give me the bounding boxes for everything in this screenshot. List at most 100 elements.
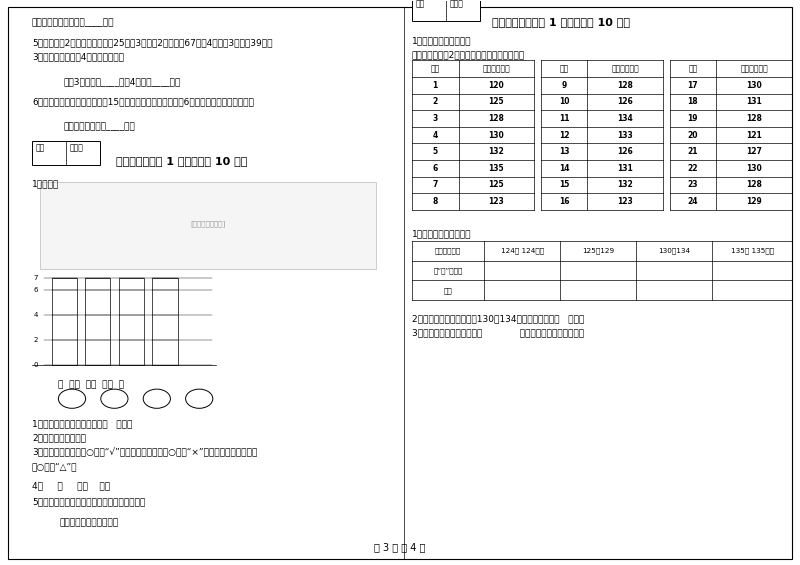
Text: 十一、附加题（共 1 大题，共计 10 分）: 十一、附加题（共 1 大题，共计 10 分） xyxy=(492,17,630,27)
Text: 2: 2 xyxy=(433,98,438,106)
Text: 身高（厘米）: 身高（厘米） xyxy=(482,64,510,73)
Text: 17: 17 xyxy=(687,81,698,90)
Text: 132: 132 xyxy=(618,180,633,189)
Text: 1、数一数，把数的结果填在（   ）内。: 1、数一数，把数的结果填在（ ）内。 xyxy=(32,420,132,429)
Text: 答：两天一共看了____页。: 答：两天一共看了____页。 xyxy=(64,123,136,132)
Text: 身高（厘米）: 身高（厘米） xyxy=(611,64,639,73)
Text: 0: 0 xyxy=(33,362,38,368)
Text: 126: 126 xyxy=(618,147,633,157)
Text: 3、哪样东西最多，在○内画“√”；哪样东西最少，在○内画“×”；哪两样东西一样多，: 3、哪样东西最多，在○内画“√”；哪样东西最少，在○内画“×”；哪两样东西一样多… xyxy=(32,447,258,457)
Bar xyxy=(118,277,144,365)
Text: 3、二年级一班女生身高在（             ）厘米范围内的人数最多。: 3、二年级一班女生身高在（ ）厘米范围内的人数最多。 xyxy=(412,328,584,337)
Text: 画“正”字统计: 画“正”字统计 xyxy=(434,267,462,274)
Text: 12: 12 xyxy=(559,131,570,140)
Text: 15: 15 xyxy=(559,180,570,189)
Text: 4: 4 xyxy=(433,131,438,140)
Text: 人数: 人数 xyxy=(444,287,453,293)
Text: 123: 123 xyxy=(618,197,633,206)
Text: 得分: 得分 xyxy=(35,144,45,153)
Text: 126: 126 xyxy=(618,98,633,106)
Text: 1、统计。: 1、统计。 xyxy=(32,179,59,188)
Text: 评卷人: 评卷人 xyxy=(450,0,463,8)
Text: 131: 131 xyxy=(746,98,762,106)
Circle shape xyxy=(101,389,128,408)
Text: 2、在方格内涂一涂。: 2、在方格内涂一涂。 xyxy=(32,434,86,442)
Text: 1: 1 xyxy=(433,81,438,90)
Text: 120: 120 xyxy=(489,81,504,90)
Text: 答：一共有熊猫和猴子____只。: 答：一共有熊猫和猴子____只。 xyxy=(32,18,114,27)
Text: 135: 135 xyxy=(489,164,504,173)
Text: 16: 16 xyxy=(559,197,570,206)
Text: 131: 131 xyxy=(618,164,633,173)
Text: 10: 10 xyxy=(559,98,570,106)
Text: 121: 121 xyxy=(746,131,762,140)
Text: 128: 128 xyxy=(618,81,633,90)
Text: 5、你还能想出一个数学问题吗？请列式计算。: 5、你还能想出一个数学问题吗？请列式计算。 xyxy=(32,497,146,506)
Text: 130: 130 xyxy=(489,131,504,140)
Text: 18: 18 xyxy=(687,98,698,106)
Text: 23: 23 xyxy=(688,180,698,189)
Text: 2: 2 xyxy=(34,337,38,343)
Text: 128: 128 xyxy=(746,114,762,123)
Text: 135及 135以上: 135及 135以上 xyxy=(730,247,774,254)
Bar xyxy=(40,182,376,269)
Text: 19: 19 xyxy=(688,114,698,123)
Text: 第 3 页 共 4 页: 第 3 页 共 4 页 xyxy=(374,542,426,553)
Text: 125～129: 125～129 xyxy=(582,247,614,254)
Text: 评卷人: 评卷人 xyxy=(70,144,83,153)
Text: 1、完成下面的统计表。: 1、完成下面的统计表。 xyxy=(412,229,471,238)
Text: 125: 125 xyxy=(489,180,504,189)
Text: （  ）（  ）（  ）（  ）: （ ）（ ）（ ）（ ） xyxy=(58,380,123,389)
Text: 3年级订了多少份？4年级订多少份？: 3年级订了多少份？4年级订多少份？ xyxy=(32,52,124,61)
Text: 身高（厘米）: 身高（厘米） xyxy=(435,247,462,254)
Text: 128: 128 xyxy=(489,114,504,123)
Bar xyxy=(412,0,480,21)
Text: 5．实验小学2年级订《数学报》25份，3年级比2年级多订67份，4年级比3年级少39份，: 5．实验小学2年级订《数学报》25份，3年级比2年级多订67份，4年级比3年级少… xyxy=(32,38,273,47)
Bar xyxy=(51,277,77,365)
Text: 13: 13 xyxy=(559,147,570,157)
Text: 7: 7 xyxy=(33,275,38,280)
Text: 6: 6 xyxy=(33,287,38,293)
Circle shape xyxy=(186,389,213,408)
Text: 在○内画“△”。: 在○内画“△”。 xyxy=(32,462,78,471)
Text: 问：一共有多少样东西？: 问：一共有多少样东西？ xyxy=(60,519,119,528)
Text: 身高（厘米）: 身高（厘米） xyxy=(740,64,768,73)
Text: 20: 20 xyxy=(688,131,698,140)
Text: [计算机统计图片]: [计算机统计图片] xyxy=(190,220,226,227)
Text: 1、观察分析，找统计。: 1、观察分析，找统计。 xyxy=(412,36,471,45)
Text: 124及 124以下: 124及 124以下 xyxy=(501,247,544,254)
Text: 8: 8 xyxy=(433,197,438,206)
Text: 2、二年级一班女生身高在130～134厘米范围内的有（   ）人。: 2、二年级一班女生身高在130～134厘米范围内的有（ ）人。 xyxy=(412,314,584,323)
Text: 14: 14 xyxy=(559,164,570,173)
Text: 得分: 得分 xyxy=(415,0,425,8)
Text: 130: 130 xyxy=(746,164,762,173)
Text: 答：3年级订了____份，4年级订____份。: 答：3年级订了____份，4年级订____份。 xyxy=(64,77,182,86)
Text: 130～134: 130～134 xyxy=(658,247,690,254)
Text: 133: 133 xyxy=(618,131,633,140)
Text: 6: 6 xyxy=(433,164,438,173)
Text: 134: 134 xyxy=(618,114,633,123)
Text: 130: 130 xyxy=(746,81,762,90)
Text: 127: 127 xyxy=(746,147,762,157)
Text: 4: 4 xyxy=(34,312,38,318)
Text: 21: 21 xyxy=(688,147,698,157)
Text: 132: 132 xyxy=(489,147,504,157)
Circle shape xyxy=(58,389,86,408)
Text: 123: 123 xyxy=(489,197,504,206)
Circle shape xyxy=(143,389,170,408)
Text: 学号: 学号 xyxy=(688,64,698,73)
Text: 学号: 学号 xyxy=(559,64,569,73)
Text: 128: 128 xyxy=(746,180,762,189)
Text: 5: 5 xyxy=(433,147,438,157)
Text: 4、     比     少（    ）。: 4、 比 少（ ）。 xyxy=(32,481,110,490)
Text: 125: 125 xyxy=(489,98,504,106)
Text: 22: 22 xyxy=(688,164,698,173)
Text: 7: 7 xyxy=(433,180,438,189)
Text: 3: 3 xyxy=(433,114,438,123)
Text: 9: 9 xyxy=(562,81,566,90)
Text: 下面是希望小学2年级一班女生身高统计情况。: 下面是希望小学2年级一班女生身高统计情况。 xyxy=(412,50,525,59)
Text: 十、综合题（共 1 大题，共计 10 分）: 十、综合题（共 1 大题，共计 10 分） xyxy=(116,156,247,166)
Bar xyxy=(85,277,110,365)
Text: 129: 129 xyxy=(746,197,762,206)
Text: 11: 11 xyxy=(559,114,570,123)
